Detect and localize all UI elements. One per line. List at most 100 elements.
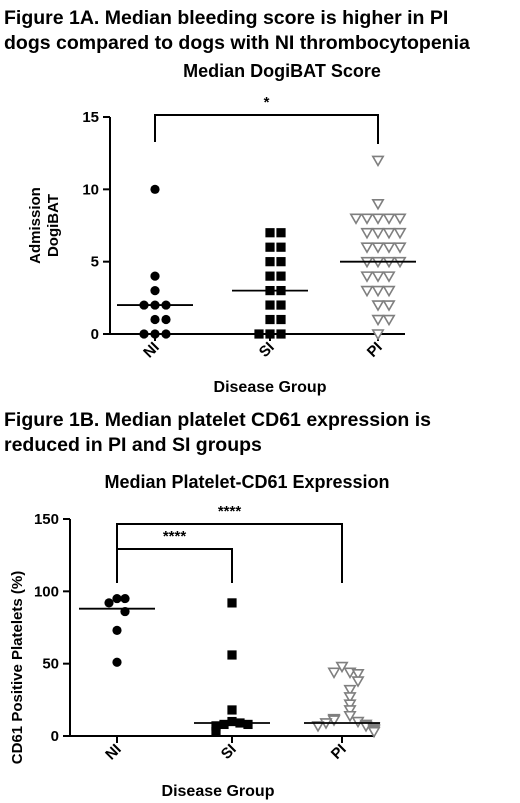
data-point-pi (349, 213, 363, 225)
y-tick-label: 10 (82, 181, 99, 198)
data-point-pi (371, 329, 385, 341)
x-axis-label: Disease Group (162, 783, 275, 800)
data-point-si (276, 271, 286, 281)
data-point-pi (360, 227, 374, 240)
data-point-si (276, 300, 286, 310)
data-point-pi (351, 676, 365, 688)
data-point-pi (327, 667, 341, 679)
data-point-pi (343, 705, 357, 717)
y-tick-label: 15 (82, 109, 99, 126)
x-tick-label-pi: PI (328, 741, 350, 763)
data-point-pi (371, 285, 385, 298)
chart-b-cd61-plot: 0 50 100 150 CD61 Positive Platelets (%) NI SI… (9, 503, 381, 800)
y-tick-label: 0 (91, 326, 99, 343)
data-point-si (276, 314, 286, 325)
data-point-si (227, 705, 237, 715)
significance-bracket (154, 114, 379, 144)
data-point-pi (393, 213, 407, 225)
data-point-pi (371, 199, 385, 211)
data-point-pi (382, 242, 396, 254)
data-point-si (211, 721, 221, 731)
y-axis-label: CD61 Positive Platelets (%) (9, 571, 26, 764)
data-point-si (276, 228, 286, 238)
figure-1a-heading: Figure 1A. Median bleeding score is high… (4, 6, 470, 56)
x-axis-label: Disease Group (214, 379, 327, 396)
data-point-pi (382, 300, 396, 312)
data-point-pi (343, 710, 357, 723)
data-point-pi (360, 271, 374, 283)
data-point-ni (139, 329, 149, 339)
data-point-pi (311, 721, 325, 733)
data-point-pi (343, 692, 357, 704)
data-point-pi (371, 213, 385, 225)
significance-label: **** (218, 503, 242, 520)
data-point-ni (104, 598, 114, 608)
significance-label: **** (163, 528, 187, 545)
x-tick-label-ni: NI (102, 741, 125, 764)
significance-bracket (116, 523, 343, 583)
data-point-pi (371, 242, 385, 254)
data-point-pi (371, 227, 385, 240)
data-point-ni (112, 593, 122, 604)
data-point-pi (382, 285, 396, 298)
data-point-pi (335, 661, 349, 674)
chart-a-dogibat-plot: 0 5 10 15 Admission DogiBAT NI SI PI Disease Grou… (27, 94, 416, 396)
x-tick-label-si: SI (256, 339, 278, 361)
figure-1b-heading-line1: Figure 1B. Median platelet CD61 expressi… (4, 409, 431, 431)
data-point-si (265, 257, 275, 267)
data-point-si (276, 242, 286, 252)
data-point-pi (343, 699, 357, 711)
data-point-si (276, 257, 286, 267)
data-point-ni (150, 184, 160, 194)
figure-1b-heading-line2: reduced in PI and SI groups (4, 434, 262, 456)
data-point-si (265, 300, 275, 310)
y-tick-label: 100 (34, 583, 59, 600)
data-point-pi (343, 684, 357, 697)
data-point-pi (393, 227, 407, 240)
data-point-pi (393, 242, 407, 254)
data-point-pi (371, 314, 385, 327)
x-tick-label-ni: NI (140, 339, 163, 362)
data-point-ni (150, 329, 160, 339)
data-point-si (265, 271, 275, 281)
y-axis-label-line2: DogiBAT (45, 194, 62, 257)
data-point-pi (382, 227, 396, 240)
data-point-si (265, 329, 275, 339)
data-point-pi (371, 155, 385, 167)
data-point-pi (382, 213, 396, 225)
data-point-ni (150, 286, 160, 296)
data-point-pi (360, 213, 374, 225)
data-point-ni (120, 593, 130, 604)
figure-1a-heading-line1: Figure 1A. Median bleeding score is high… (4, 7, 449, 29)
x-tick-label-si: SI (218, 741, 240, 763)
significance-label: * (264, 94, 270, 111)
figure-1a-heading-line2: dogs compared to dogs with NI thrombocyt… (4, 32, 470, 54)
data-point-ni (112, 625, 122, 635)
data-point-pi (371, 271, 385, 283)
data-point-si (276, 329, 286, 339)
data-point-si (265, 314, 275, 325)
y-tick-label: 150 (34, 511, 59, 528)
data-point-pi (360, 285, 374, 298)
data-point-ni (161, 329, 171, 339)
data-point-si (265, 242, 275, 252)
data-point-pi (367, 726, 381, 739)
data-point-si (227, 598, 237, 608)
data-point-si (211, 727, 221, 737)
y-axis-label-line1: Admission (27, 187, 44, 264)
data-point-ni (161, 314, 171, 325)
y-tick-label: 50 (42, 656, 59, 673)
data-point-ni (112, 657, 122, 667)
y-tick-label: 5 (91, 254, 99, 271)
data-point-si (265, 228, 275, 238)
data-point-si (243, 719, 253, 730)
data-point-pi (382, 314, 396, 327)
data-point-si (219, 719, 229, 730)
data-point-si (254, 329, 264, 339)
data-point-si (227, 650, 237, 660)
chart-b-title: Median Platelet-CD61 Expression (104, 472, 390, 492)
y-tick-label: 0 (51, 728, 59, 745)
significance-bracket (116, 548, 233, 583)
data-point-pi (371, 300, 385, 312)
x-tick-label-pi: PI (364, 339, 386, 361)
